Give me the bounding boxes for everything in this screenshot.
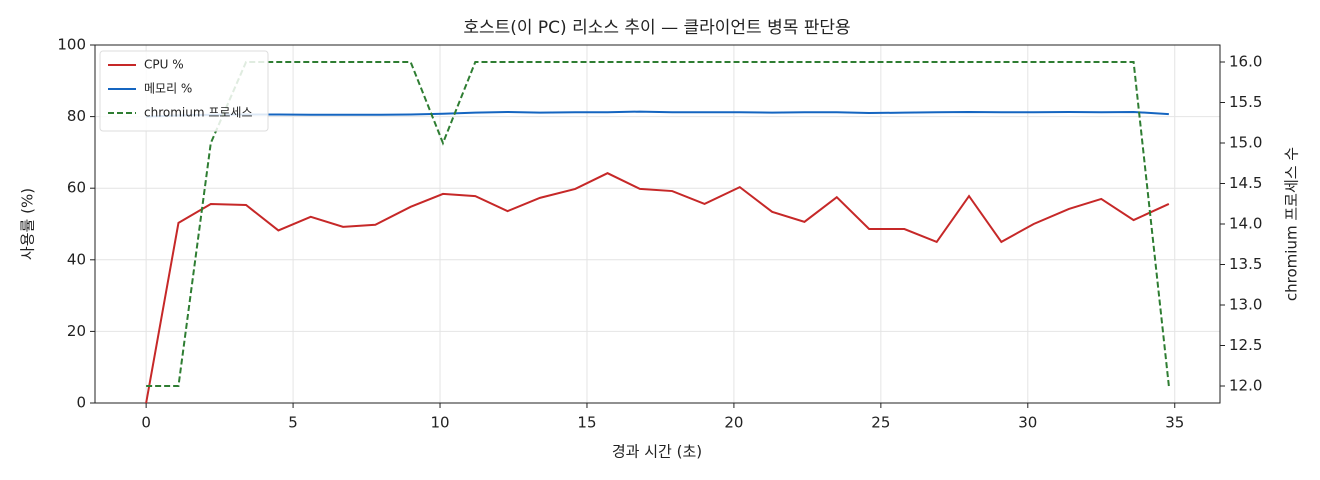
x-axis-label: 경과 시간 (초) [612,443,702,461]
series-line [145,172,1170,404]
y2-tick-label: 12.5 [1229,336,1262,354]
series-line [146,110,1169,118]
y-axis-label: 사용률 (%) [19,188,37,260]
y-tick-label: 100 [57,36,86,54]
y-tick-label: 60 [67,179,86,197]
y2-tick-label: 14.5 [1229,174,1262,192]
legend-box [99,50,269,132]
legend-label: chromium 프로세스 [144,106,253,120]
x-tick-label: 15 [577,414,596,432]
x-tick-label: 35 [1165,414,1184,432]
x-tick-label: 20 [724,414,743,432]
x-tick-label: 25 [871,414,890,432]
legend-label: CPU % [144,58,184,72]
x-tick-label: 5 [288,414,298,432]
y2-tick-label: 16.0 [1229,53,1262,71]
x-tick-label: 10 [430,414,449,432]
y2-tick-label: 12.0 [1229,376,1262,394]
y2-tick-label: 15.0 [1229,134,1262,152]
x-tick-label: 30 [1018,414,1037,432]
plot-frame [94,44,1221,404]
y-tick-label: 40 [67,250,86,268]
y2-tick-label: 13.5 [1229,255,1262,273]
y-tick-label: 80 [67,107,86,125]
x-tick-label: 0 [141,414,151,432]
y2-tick-label: 15.5 [1229,93,1262,111]
legend-label: 메모리 % [144,82,192,96]
y2-tick-label: 14.0 [1229,215,1262,233]
legend: CPU % 메모리 % chromium 프로세스 [99,50,269,132]
series-line [146,61,1170,387]
y2-tick-label: 13.0 [1229,295,1262,313]
y-tick-label: 0 [76,394,86,412]
chart-title: 호스트(이 PC) 리소스 추이 — 클라이언트 병목 판단용 [463,18,850,38]
y2-axis-label: chromium 프로세스 수 [1283,147,1301,301]
y-tick-label: 20 [67,322,86,340]
